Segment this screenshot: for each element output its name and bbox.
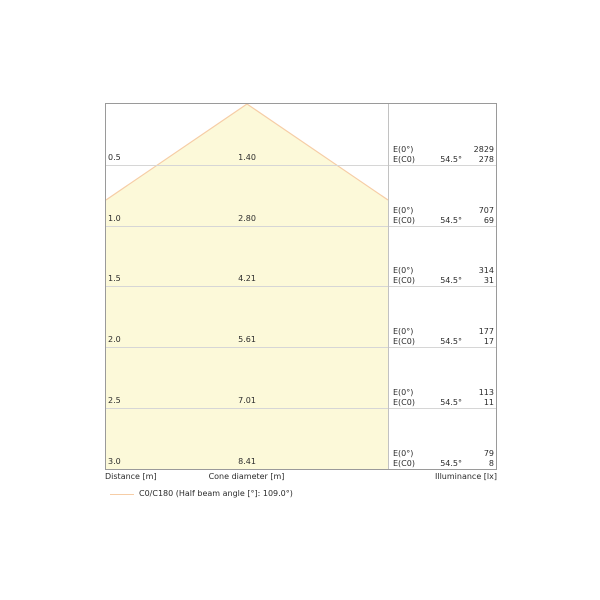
distance-label: 1.5 (108, 274, 121, 283)
beam-angle-value: 54.5° (440, 336, 462, 346)
e0-label: E(0°) (393, 266, 414, 275)
cone-diameter-value: 8.41 (238, 457, 256, 466)
ec0-value: 8 (488, 458, 494, 468)
cone-edge-left (106, 104, 248, 201)
beam-angle-value: 54.5° (440, 154, 462, 164)
ec0-value: 31 (483, 275, 494, 285)
illuminance-row: E(0°) 707 E(C0) 54.5° 69 (389, 206, 494, 225)
e0-value: 113 (478, 388, 494, 397)
illuminance-row: E(0°) 79 E(C0) 54.5° 8 (389, 449, 494, 468)
illuminance-row: E(0°) 314 E(C0) 54.5° 31 (389, 266, 494, 285)
distance-label: 2.5 (108, 396, 121, 405)
illuminance-row: E(0°) 2829 E(C0) 54.5° 278 (389, 145, 494, 164)
ec0-label: E(C0) (393, 397, 415, 407)
legend-label: C0/C180 (Half beam angle [°]: 109.0°) (139, 489, 293, 498)
legend-line-swatch (110, 494, 134, 495)
ec0-label: E(C0) (393, 215, 415, 225)
e0-label: E(0°) (393, 145, 414, 154)
cone-diameter-axis-label: Cone diameter [m] (208, 472, 285, 481)
beam-angle-value: 54.5° (440, 275, 462, 285)
e0-label: E(0°) (393, 327, 414, 336)
gridline-2-0m (106, 347, 496, 348)
ec0-label: E(C0) (393, 458, 415, 468)
beam-angle-value: 54.5° (440, 215, 462, 225)
cone-diameter-value: 5.61 (238, 335, 256, 344)
gridline-0-5m (106, 165, 496, 166)
e0-label: E(0°) (393, 449, 414, 458)
illuminance-axis-label: Illuminance [lx] (435, 472, 497, 481)
ec0-label: E(C0) (393, 336, 415, 346)
ec0-label: E(C0) (393, 154, 415, 164)
e0-value: 2829 (473, 145, 494, 154)
cone-diameter-value: 4.21 (238, 274, 256, 283)
distance-label: 2.0 (108, 335, 121, 344)
beam-angle-value: 54.5° (440, 397, 462, 407)
cone-edge-right (246, 104, 388, 201)
e0-value: 79 (483, 449, 494, 458)
distance-label: 1.0 (108, 214, 121, 223)
illuminance-row: E(0°) 113 E(C0) 54.5° 11 (389, 388, 494, 407)
e0-label: E(0°) (393, 388, 414, 397)
ec0-value: 278 (478, 154, 494, 164)
distance-label: 3.0 (108, 457, 121, 466)
gridline-1-0m (106, 226, 496, 227)
ec0-label: E(C0) (393, 275, 415, 285)
e0-label: E(0°) (393, 206, 414, 215)
cone-diameter-value: 2.80 (238, 214, 256, 223)
cone-diameter-value: 1.40 (238, 153, 256, 162)
ec0-value: 17 (483, 336, 494, 346)
e0-value: 707 (478, 206, 494, 215)
distance-label: 0.5 (108, 153, 121, 162)
cone-chart-frame: 0.5 1.0 1.5 2.0 2.5 3.0 1.40 2.80 4.21 5… (105, 103, 497, 470)
ec0-value: 11 (483, 397, 494, 407)
gridline-1-5m (106, 286, 496, 287)
beam-angle-value: 54.5° (440, 458, 462, 468)
e0-value: 314 (478, 266, 494, 275)
distance-axis-label: Distance [m] (105, 472, 157, 481)
e0-value: 177 (478, 327, 494, 336)
gridline-2-5m (106, 408, 496, 409)
ec0-value: 69 (483, 215, 494, 225)
cone-diameter-value: 7.01 (238, 396, 256, 405)
table-divider-line (388, 104, 389, 469)
illuminance-row: E(0°) 177 E(C0) 54.5° 17 (389, 327, 494, 346)
